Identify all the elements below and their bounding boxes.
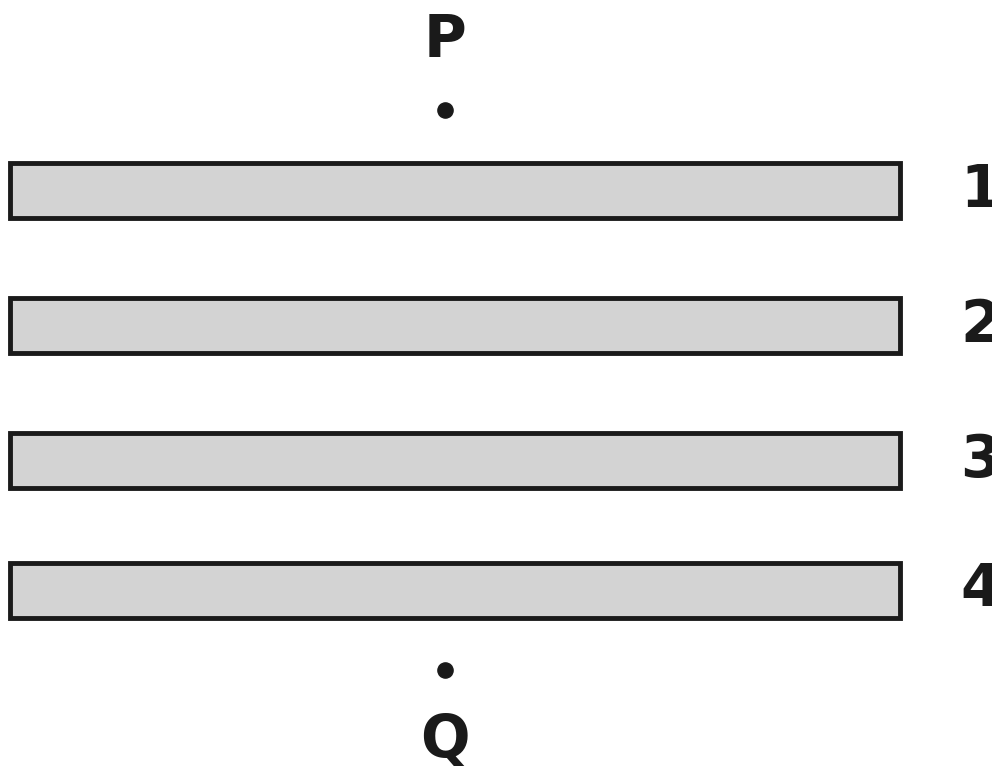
Bar xyxy=(10,297,900,352)
Text: P: P xyxy=(424,12,466,68)
Point xyxy=(437,664,453,676)
Bar xyxy=(10,562,900,618)
Text: Q: Q xyxy=(421,712,470,769)
Bar xyxy=(10,433,900,488)
Point xyxy=(437,103,453,116)
Text: 2: 2 xyxy=(960,296,992,353)
Text: 1: 1 xyxy=(960,162,992,219)
Text: 4: 4 xyxy=(960,562,992,619)
Text: 3: 3 xyxy=(960,432,992,489)
Bar xyxy=(10,163,900,218)
